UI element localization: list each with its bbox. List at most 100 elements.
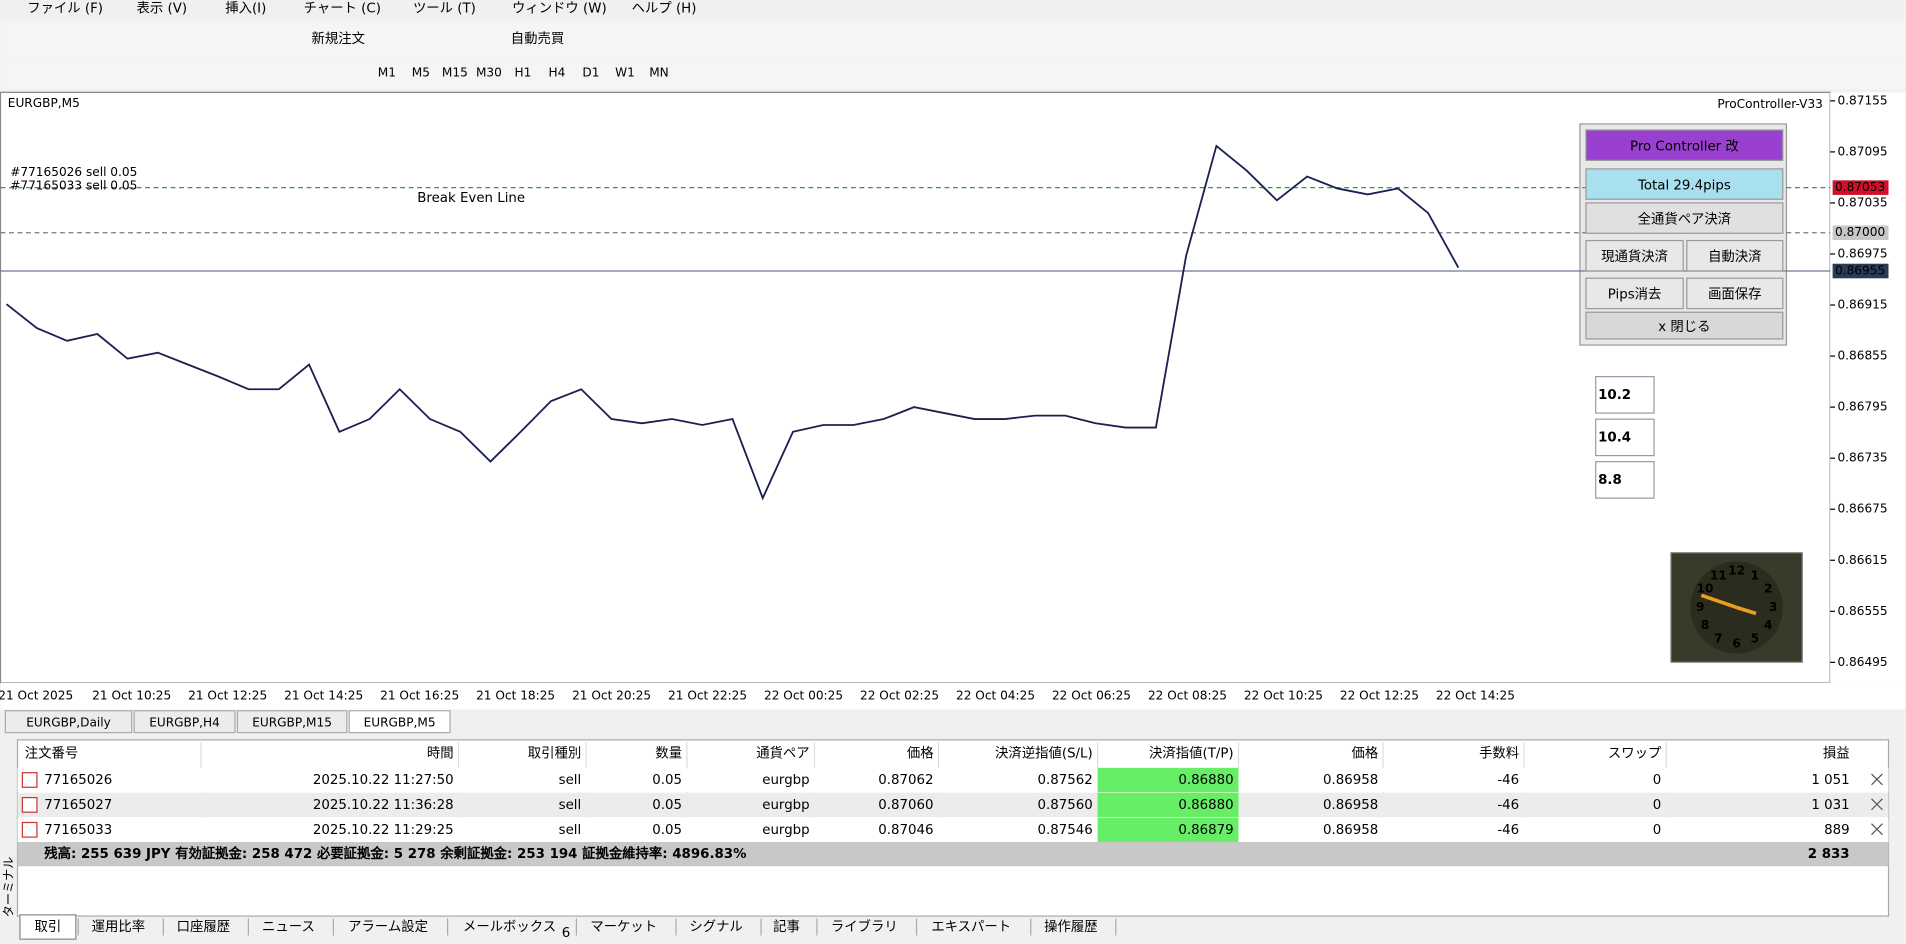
x-tick-label: 22 Oct 00:25 bbox=[764, 689, 843, 703]
chart-tab-label[interactable]: EURGBP,M15 bbox=[252, 715, 332, 729]
panel-button[interactable] bbox=[1585, 311, 1784, 340]
chart-tab-label[interactable]: EURGBP,Daily bbox=[26, 715, 111, 729]
timeframe-button[interactable]: H4 bbox=[549, 65, 566, 79]
table-cell: sell bbox=[559, 798, 582, 813]
toolbar bbox=[0, 19, 1906, 59]
timeframe-button[interactable]: M5 bbox=[412, 65, 430, 79]
panel-button[interactable] bbox=[1686, 239, 1784, 272]
tp-cell bbox=[1097, 792, 1239, 818]
panel-button[interactable] bbox=[1585, 168, 1784, 200]
menu-item[interactable]: ウィンドウ (W) bbox=[512, 1, 607, 17]
bottom-tab[interactable] bbox=[19, 914, 77, 940]
chart-tab[interactable] bbox=[236, 710, 348, 734]
table-cell: 0.87546 bbox=[1037, 823, 1092, 838]
panel-button-label[interactable]: 現通貨決済 bbox=[1601, 248, 1668, 265]
bottom-tab-label[interactable]: ライブラリ bbox=[831, 918, 898, 935]
timeframe-button[interactable]: M30 bbox=[476, 65, 502, 79]
chart-tab[interactable] bbox=[348, 710, 451, 734]
panel-button-label[interactable]: Pips消去 bbox=[1608, 287, 1662, 303]
y-tick-label: 0.86615 bbox=[1837, 553, 1887, 567]
table-cell: 0.86958 bbox=[1323, 798, 1378, 813]
timeframe-button[interactable]: MN bbox=[649, 65, 669, 79]
bottom-tab-label[interactable]: 記事 bbox=[773, 918, 800, 935]
clock-numeral: 1 bbox=[1751, 568, 1759, 582]
table-cell: 0 bbox=[1653, 773, 1662, 788]
x-tick-label: 22 Oct 14:25 bbox=[1436, 689, 1515, 703]
new-order-button[interactable]: 新規注文 bbox=[312, 31, 365, 47]
column-header: 取引種別 bbox=[528, 745, 581, 761]
panel-button[interactable] bbox=[1585, 277, 1684, 310]
table-cell: 889 bbox=[1824, 823, 1850, 838]
auto-trade-button[interactable]: 自動売買 bbox=[511, 31, 564, 47]
bottom-tab-label[interactable]: ニュース bbox=[262, 920, 315, 935]
menu-item[interactable]: ファイル (F) bbox=[27, 2, 103, 17]
panel-button-label[interactable]: 全通貨ペア決済 bbox=[1638, 210, 1732, 227]
bottom-tab-label[interactable]: 取引 bbox=[35, 919, 62, 935]
panel-button[interactable] bbox=[1585, 129, 1784, 161]
clock-numeral: 11 bbox=[1710, 568, 1727, 582]
bottom-tab-label[interactable]: 操作履歴 bbox=[1044, 919, 1097, 935]
menu-item[interactable]: 表示 (V) bbox=[137, 1, 188, 17]
table-cell: 0.87060 bbox=[878, 798, 933, 813]
panel-button-label[interactable]: Total 29.4pips bbox=[1637, 178, 1731, 193]
x-tick-label: 21 Oct 14:25 bbox=[284, 689, 363, 703]
close-order[interactable] bbox=[1871, 798, 1883, 811]
menu-item[interactable]: ツール (T) bbox=[413, 2, 476, 17]
y-tick-label: 0.86675 bbox=[1837, 502, 1887, 516]
order-label: #77165033 sell 0.05 bbox=[10, 178, 137, 192]
timeframe-button[interactable]: H1 bbox=[514, 65, 531, 79]
y-tick-label: 0.87035 bbox=[1837, 195, 1887, 209]
y-tick-label: 0.87095 bbox=[1837, 144, 1887, 158]
panel-button[interactable] bbox=[1686, 277, 1784, 310]
close-order[interactable] bbox=[1871, 823, 1883, 836]
pips-box bbox=[1595, 461, 1655, 499]
y-tick-label: 0.86495 bbox=[1837, 655, 1887, 669]
table-cell: 0.87062 bbox=[878, 773, 933, 788]
bottom-tab-label[interactable]: シグナル bbox=[689, 919, 742, 935]
x-tick-label: 22 Oct 08:25 bbox=[1148, 689, 1227, 703]
bottom-tab-label[interactable]: マーケット bbox=[590, 919, 657, 935]
chart-tab[interactable] bbox=[133, 710, 236, 734]
bottom-tab-label[interactable]: アラーム設定 bbox=[348, 919, 428, 935]
panel-button-label[interactable]: 自動決済 bbox=[1708, 249, 1761, 265]
x-tick-label: 22 Oct 02:25 bbox=[860, 689, 939, 703]
chart-tab-label[interactable]: EURGBP,M5 bbox=[364, 715, 436, 729]
panel-button-label[interactable]: Pro Controller 改 bbox=[1630, 138, 1739, 154]
bottom-tab-label[interactable]: 口座履歴 bbox=[177, 919, 230, 935]
panel-button[interactable] bbox=[1585, 202, 1784, 234]
chart-tab-label[interactable]: EURGBP,H4 bbox=[149, 715, 220, 729]
menu-item[interactable]: チャート (C) bbox=[304, 2, 381, 17]
panel-button-label[interactable]: x 閉じる bbox=[1658, 320, 1710, 335]
bottom-tab-label[interactable]: エキスパート bbox=[931, 919, 1011, 935]
account-summary: 残高: 255 639 JPY 有効証拠金: 258 472 必要証拠金: 5 … bbox=[44, 845, 746, 862]
column-header: スワップ bbox=[1608, 745, 1662, 761]
table-cell: 0.05 bbox=[652, 823, 682, 838]
price-marker bbox=[1832, 225, 1889, 241]
timeframe-button[interactable]: M1 bbox=[378, 65, 396, 79]
chart-tab[interactable] bbox=[4, 710, 133, 734]
clock-numeral: 6 bbox=[1732, 636, 1740, 650]
table-cell: eurgbp bbox=[762, 823, 809, 838]
x-tick-label: 22 Oct 04:25 bbox=[956, 689, 1035, 703]
menu-item[interactable]: ヘルプ (H) bbox=[632, 1, 697, 17]
timeframe-button[interactable]: D1 bbox=[582, 65, 599, 79]
pips-box bbox=[1595, 418, 1655, 457]
bottom-tab-label[interactable]: 運用比率 bbox=[92, 918, 145, 935]
clock-hand bbox=[1700, 593, 1738, 610]
column-header: 決済逆指値(S/L) bbox=[995, 745, 1093, 761]
panel-button[interactable] bbox=[1585, 239, 1684, 272]
chart-symbol: EURGBP,M5 bbox=[8, 96, 80, 110]
bottom-tab-label[interactable]: メールボックス bbox=[463, 919, 556, 935]
table-cell: 0.05 bbox=[652, 798, 682, 813]
close-order[interactable] bbox=[1871, 773, 1883, 786]
table-cell: 0.86958 bbox=[1323, 773, 1378, 788]
panel-button-label[interactable]: 画面保存 bbox=[1708, 287, 1761, 303]
timeframe-button[interactable]: M15 bbox=[442, 65, 468, 79]
timeframe-button[interactable]: W1 bbox=[615, 65, 635, 79]
table-cell: 1 031 bbox=[1811, 798, 1849, 813]
menu-item[interactable]: 挿入(I) bbox=[225, 1, 266, 17]
table-cell: 0 bbox=[1653, 798, 1662, 813]
clock-numeral: 9 bbox=[1696, 600, 1704, 614]
break-even-label: Break Even Line bbox=[417, 191, 525, 206]
